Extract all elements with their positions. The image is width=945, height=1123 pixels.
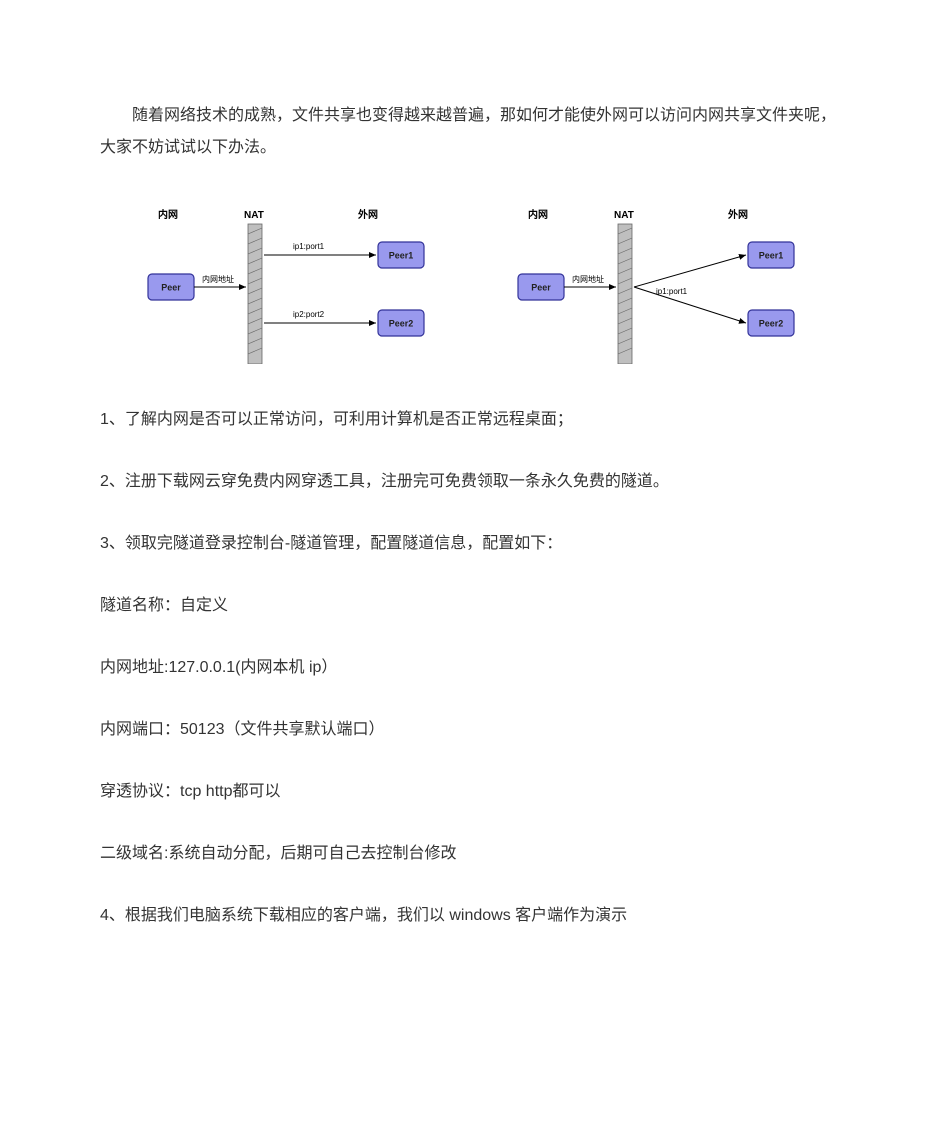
cfg-intranet-addr: 内网地址:127.0.0.1(内网本机 ip） [100, 652, 845, 684]
step-4: 4、根据我们电脑系统下载相应的客户端，我们以 windows 客户端作为演示 [100, 900, 845, 932]
label-nat: NAT [244, 210, 264, 221]
nat-diagram-b: 内网 NAT 外网 Peer Peer1 [488, 194, 828, 364]
cfg-protocol: 穿透协议：tcp http都可以 [100, 776, 845, 808]
peer2-label-b: Peer2 [758, 318, 783, 328]
nat-diagram-a: 内网 NAT 外网 Peer [118, 194, 458, 364]
peer2-label: Peer2 [388, 318, 413, 328]
nat-diagram-row: 内网 NAT 外网 Peer [100, 194, 845, 364]
cfg-intranet-port: 内网端口：50123（文件共享默认端口） [100, 714, 845, 746]
intro-paragraph: 随着网络技术的成熟，文件共享也变得越来越普遍，那如何才能使外网可以访问内网共享文… [100, 100, 845, 164]
innetaddr-label: 内网地址 [202, 274, 234, 284]
label-outnet-b: 外网 [727, 208, 748, 221]
peer1-label-b: Peer1 [758, 250, 783, 260]
arrow-fan-peer2 [634, 287, 746, 323]
peer-label: Peer [161, 282, 181, 292]
arrow-fan-peer1 [634, 255, 746, 287]
label-outnet: 外网 [357, 208, 378, 221]
label-nat-b: NAT [614, 210, 634, 221]
step-1: 1、了解内网是否可以正常访问，可利用计算机是否正常远程桌面； [100, 404, 845, 436]
step-3: 3、领取完隧道登录控制台-隧道管理，配置隧道信息，配置如下： [100, 528, 845, 560]
peer1-label: Peer1 [388, 250, 413, 260]
cfg-subdomain: 二级域名:系统自动分配，后期可自己去控制台修改 [100, 838, 845, 870]
step-2: 2、注册下载网云穿免费内网穿透工具，注册完可免费领取一条永久免费的隧道。 [100, 466, 845, 498]
cfg-tunnel-name: 隧道名称：自定义 [100, 590, 845, 622]
label-innet: 内网 [158, 208, 178, 221]
label-innet-b: 内网 [528, 208, 548, 221]
ip2-label-a: ip2:port2 [293, 310, 325, 319]
document-page: 随着网络技术的成熟，文件共享也变得越来越普遍，那如何才能使外网可以访问内网共享文… [0, 0, 945, 1022]
ip1-label-a: ip1:port1 [293, 242, 325, 251]
innetaddr-label-b: 内网地址 [572, 274, 604, 284]
peer-label-b: Peer [531, 282, 551, 292]
ip1-label-b: ip1:port1 [656, 287, 688, 296]
